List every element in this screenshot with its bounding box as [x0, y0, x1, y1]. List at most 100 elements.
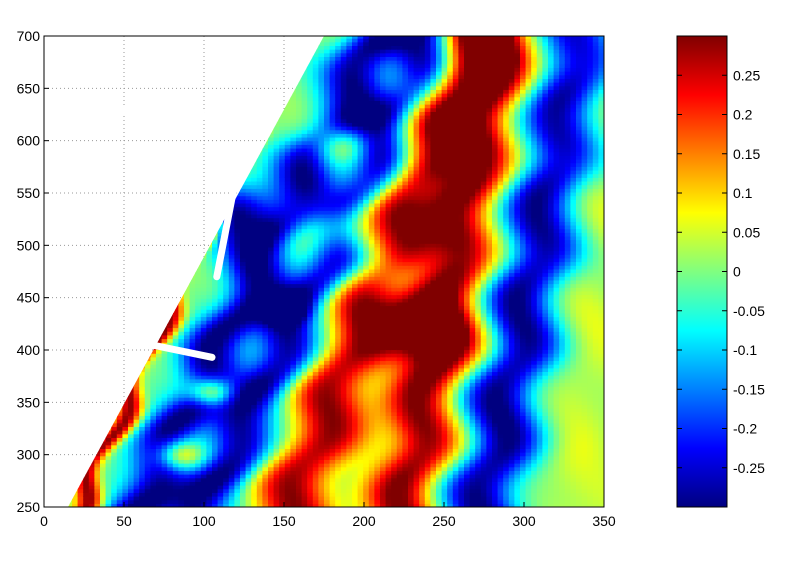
heatmap-cell	[240, 459, 247, 464]
heatmap-cell	[234, 411, 241, 417]
heatmap-cell	[223, 301, 230, 307]
heatmap-cell	[178, 367, 185, 373]
heatmap-cell	[206, 481, 213, 486]
heatmap-cell	[256, 298, 263, 303]
heatmap-cell	[161, 444, 168, 449]
heatmap-cell	[172, 419, 179, 424]
heatmap-cell	[223, 356, 230, 362]
heatmap-cell	[161, 338, 168, 343]
heatmap-cell	[217, 411, 224, 417]
heatmap-cell	[94, 481, 101, 486]
heatmap-cell	[167, 320, 174, 325]
heatmap-cell	[223, 342, 230, 347]
heatmap-cell	[251, 422, 258, 428]
heatmap-cell	[234, 294, 241, 299]
heatmap-cell	[256, 444, 263, 449]
heatmap-cell	[228, 312, 235, 318]
heatmap-cell	[212, 444, 219, 449]
heatmap-cell	[200, 386, 207, 391]
heatmap-cell	[234, 268, 241, 274]
heatmap-cell	[150, 496, 157, 501]
heatmap-cell	[156, 459, 163, 464]
heatmap-cell	[206, 276, 213, 281]
heatmap-cell	[245, 272, 252, 277]
heatmap-cell	[105, 470, 112, 475]
heatmap-cell	[206, 316, 213, 321]
heatmap-cell	[178, 485, 185, 490]
heatmap-cell	[150, 378, 157, 384]
heatmap-cell	[122, 503, 129, 507]
heatmap-cell	[156, 481, 163, 486]
heatmap-cell	[195, 477, 202, 482]
heatmap-cell	[139, 470, 146, 475]
heatmap-cell	[251, 268, 258, 274]
heatmap-cell	[251, 320, 258, 325]
heatmap-cell	[172, 397, 179, 402]
heatmap-cell	[116, 499, 123, 504]
heatmap-cell	[139, 386, 146, 391]
heatmap-cell	[251, 224, 258, 230]
heatmap-cell	[72, 503, 79, 507]
heatmap-cell	[195, 430, 202, 435]
heatmap-cell	[234, 316, 241, 321]
heatmap-cell	[212, 375, 219, 380]
heatmap-cell	[88, 481, 95, 486]
heatmap-cell	[228, 301, 235, 307]
heatmap-cell	[105, 503, 112, 507]
heatmap-cell	[128, 485, 135, 490]
heatmap-cell	[228, 232, 235, 237]
heatmap-cell	[167, 422, 174, 428]
heatmap-cell	[116, 488, 123, 493]
heatmap-cell	[184, 463, 191, 468]
heatmap-cell	[178, 360, 185, 365]
heatmap-cell	[223, 360, 230, 365]
heatmap-cell	[144, 470, 151, 475]
heatmap-cell	[223, 474, 230, 479]
heatmap-cell	[206, 283, 213, 288]
heatmap-cell	[228, 397, 235, 402]
heatmap-cell	[167, 444, 174, 449]
heatmap-cell	[251, 364, 258, 369]
heatmap-cell	[212, 452, 219, 457]
heatmap-cell	[156, 404, 163, 409]
heatmap-cell	[256, 485, 263, 490]
heatmap-cell	[212, 488, 219, 493]
heatmap-cell	[206, 415, 213, 420]
heatmap-cell	[156, 378, 163, 384]
heatmap-cell	[234, 250, 241, 255]
heatmap-cell	[200, 327, 207, 332]
heatmap-cell	[251, 290, 258, 296]
heatmap-cell	[234, 419, 241, 424]
heatmap-cell	[251, 400, 258, 406]
heatmap-cell	[217, 386, 224, 391]
heatmap-cell	[116, 452, 123, 457]
heatmap-cell	[172, 371, 179, 376]
heatmap-cell	[245, 426, 252, 431]
heatmap-cell	[189, 459, 196, 464]
heatmap-cell	[144, 371, 151, 376]
heatmap-cell	[139, 426, 146, 431]
heatmap-cell	[228, 349, 235, 354]
heatmap-cell	[111, 459, 118, 464]
heatmap-cell	[217, 232, 224, 237]
heatmap-cell	[223, 375, 230, 380]
heatmap-cell	[178, 301, 185, 307]
heatmap-cell	[245, 254, 252, 259]
heatmap-cell	[212, 338, 219, 343]
heatmap-cell	[178, 364, 185, 369]
heatmap-cell	[245, 481, 252, 486]
heatmap-cell	[178, 320, 185, 325]
heatmap-cell	[195, 419, 202, 424]
heatmap-cell	[256, 433, 263, 438]
heatmap-cell	[184, 408, 191, 413]
heatmap-cell	[195, 485, 202, 490]
heatmap-cell	[189, 327, 196, 332]
heatmap-cell	[139, 452, 146, 457]
heatmap-cell	[245, 408, 252, 413]
heatmap-cell	[245, 224, 252, 230]
heatmap-cell	[122, 415, 129, 420]
heatmap-cell	[100, 496, 107, 501]
heatmap-cell	[133, 496, 140, 501]
heatmap-cell	[228, 404, 235, 409]
heatmap-cell	[217, 287, 224, 292]
